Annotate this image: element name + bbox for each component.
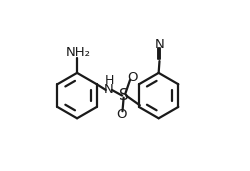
Text: NH₂: NH₂	[66, 46, 90, 59]
Text: H: H	[105, 74, 114, 87]
Text: O: O	[116, 108, 127, 121]
Text: N: N	[104, 83, 114, 96]
Text: N: N	[154, 38, 164, 51]
Text: O: O	[127, 71, 138, 84]
Text: S: S	[119, 88, 129, 103]
